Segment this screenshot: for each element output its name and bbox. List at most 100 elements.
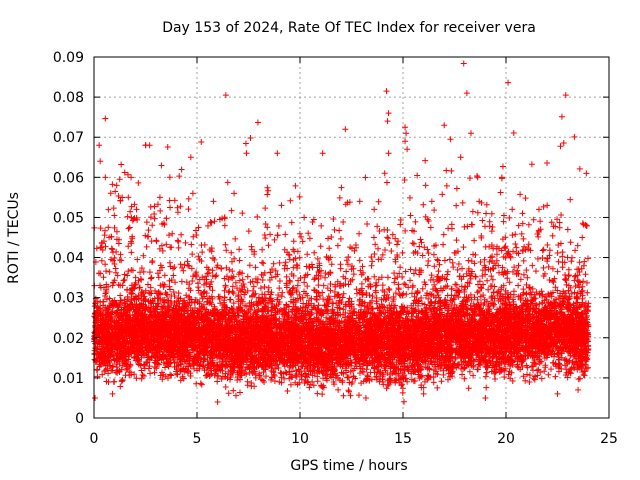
data-point [168,372,175,379]
data-point [525,241,532,248]
data-point [304,251,311,258]
data-point [350,271,357,278]
data-point [259,276,266,283]
data-point [261,378,268,385]
data-point [169,230,176,237]
data-point [466,175,473,182]
data-point [549,232,556,239]
data-point [396,291,403,298]
data-point [431,263,438,270]
data-point [134,256,141,263]
data-point [157,207,164,214]
data-point [272,267,279,274]
data-point [459,265,466,272]
data-point [394,241,401,248]
data-point [337,235,344,242]
data-point [515,282,522,289]
data-point [253,302,260,309]
data-point [484,277,491,284]
data-point [117,251,124,258]
data-point [431,281,438,288]
data-point [296,230,303,237]
data-point [281,375,288,382]
data-point [185,206,192,213]
data-point [386,240,393,247]
data-point [191,365,198,372]
data-point [309,219,316,226]
data-point [288,270,295,277]
data-point [147,214,154,221]
data-point [386,286,393,293]
data-point [444,271,451,278]
data-point [550,279,557,286]
data-point [236,246,243,253]
data-point [171,264,178,271]
data-point [105,370,112,377]
data-point [147,203,154,210]
data-point [514,267,521,274]
data-point [178,278,185,285]
data-point [160,371,167,378]
data-point [243,371,250,378]
data-point [519,358,526,365]
data-point [352,241,359,248]
data-point [144,281,151,288]
data-point [378,274,385,281]
data-point [337,261,344,268]
data-point [209,287,216,294]
data-point [392,290,399,297]
data-point [392,235,399,242]
data-point [276,259,283,266]
data-point [311,249,318,256]
data-point [545,371,552,378]
data-point [538,288,545,295]
data-point [121,271,128,278]
data-point [370,234,377,241]
data-point [380,303,387,310]
data-point [174,209,181,216]
data-point [221,222,228,229]
data-point [111,254,118,261]
data-point [469,208,476,215]
data-point [276,277,283,284]
data-point [120,277,127,284]
data-point [325,235,332,242]
data-point [385,235,392,242]
data-point [274,361,281,368]
data-point [518,230,525,237]
data-point [312,274,319,281]
data-point [166,283,173,290]
data-point [428,272,435,279]
data-point [111,224,118,231]
data-point [109,181,116,188]
data-point [189,251,196,258]
data-point [252,264,259,271]
data-point [315,282,322,289]
data-point [313,296,320,303]
data-point [320,282,327,289]
data-point [315,268,322,275]
data-point [166,174,173,181]
data-point [296,291,303,298]
data-point [345,387,352,394]
data-point [164,143,171,150]
data-point [140,268,147,275]
data-point [249,287,256,294]
data-point [172,279,179,286]
data-point [446,256,453,263]
data-point [301,279,308,286]
data-point [298,233,305,240]
data-point [313,296,320,303]
data-point [343,257,350,264]
data-point [155,274,162,281]
data-point [149,222,156,229]
data-point [287,278,294,285]
data-point [574,290,581,297]
data-point [412,218,419,225]
data-point [163,291,170,298]
data-point [292,182,299,189]
data-point [371,250,378,257]
data-point [138,265,145,272]
data-point [236,277,243,284]
data-point [562,362,569,369]
